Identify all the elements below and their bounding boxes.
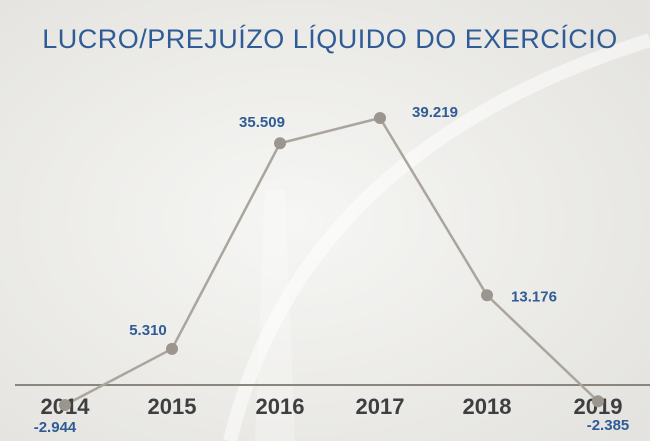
marker [59, 399, 71, 411]
marker [374, 112, 386, 124]
value-label: -2.944 [34, 419, 77, 436]
marker [166, 343, 178, 355]
value-label: 5.310 [129, 322, 167, 339]
x-tick-label: 2016 [256, 394, 305, 419]
x-tick-label: 2017 [356, 394, 405, 419]
x-tick-label: 2015 [148, 394, 197, 419]
marker [481, 289, 493, 301]
value-label: 13.176 [511, 288, 557, 305]
marker [274, 137, 286, 149]
value-label: 35.509 [239, 114, 285, 131]
background [0, 0, 650, 441]
x-tick-label: 2018 [463, 394, 512, 419]
chart: LUCRO/PREJUÍZO LÍQUIDO DO EXERCÍCIO 2014… [0, 0, 650, 441]
chart-title: LUCRO/PREJUÍZO LÍQUIDO DO EXERCÍCIO [42, 24, 618, 54]
value-label: -2.385 [587, 417, 630, 434]
value-label: 39.219 [412, 104, 458, 121]
marker [592, 395, 604, 407]
